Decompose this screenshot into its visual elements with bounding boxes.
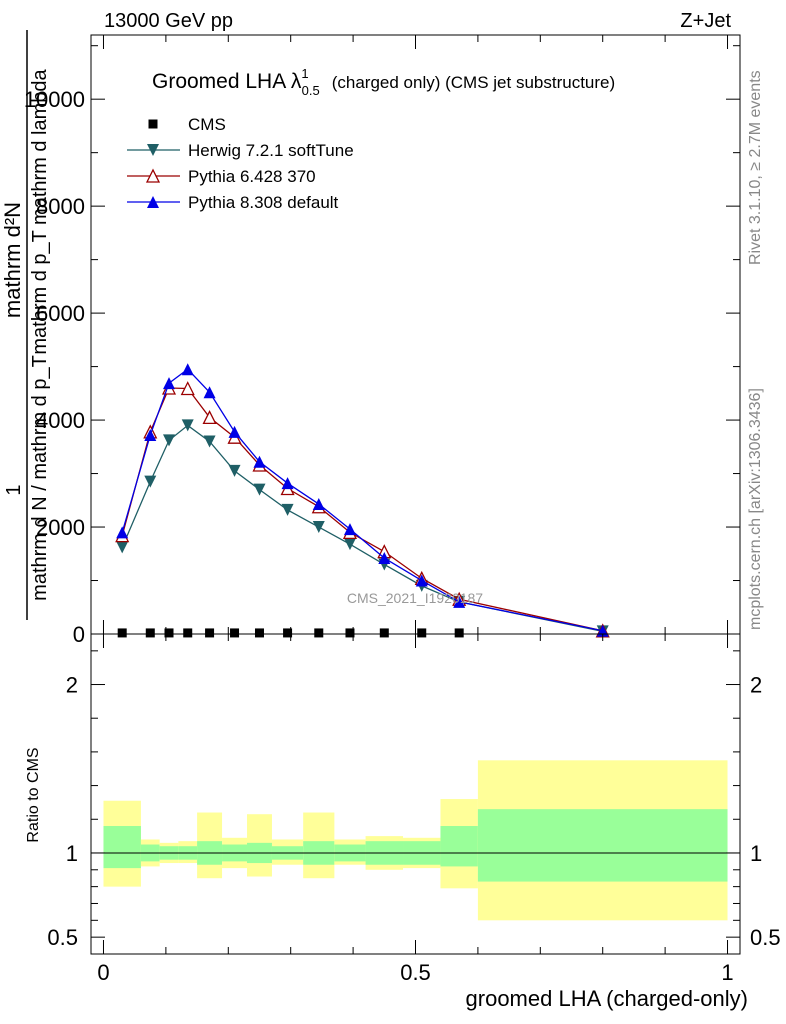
main-plot: 0 2000 4000 6000 8000 10000 CMS_2021_I1920187… (0, 30, 741, 647)
legend-marker (147, 144, 159, 156)
ratio-ytick-label-right: 0.5 (750, 925, 781, 950)
main-ytick-label: 0 (73, 622, 85, 647)
legend-label: Pythia 8.308 default (188, 193, 339, 212)
series-point-3 (144, 429, 157, 442)
legend-marker (147, 196, 159, 208)
series-point-2 (180, 381, 195, 396)
series-point-0 (205, 628, 215, 638)
series-point-0 (145, 628, 155, 638)
main-title-main: Groomed LHA λ (152, 70, 302, 93)
ylabel-bottom: mathrm d N / mathrm d p_T (29, 355, 51, 601)
series-point-3 (203, 386, 216, 399)
series-point-1 (116, 541, 129, 554)
main-ytick-label: 2000 (36, 515, 85, 540)
series-point-0 (117, 628, 127, 638)
header-right: Z+Jet (680, 10, 731, 32)
ratio-xtick-label: 0.5 (400, 960, 431, 985)
ratio-ytick-label-right: 2 (750, 673, 762, 698)
series-point-3 (228, 425, 241, 438)
series-point-0 (283, 628, 293, 638)
series-point-1 (181, 419, 194, 432)
ratio-ytick-label: 2 (66, 673, 78, 698)
series-point-0 (379, 628, 389, 638)
series-point-1 (281, 503, 294, 516)
ylabel-top-denominator: mathrm d p_T mathrm d lambda (29, 68, 51, 354)
series-point-0 (417, 628, 427, 638)
ylabel-top: mathrm d²N (0, 202, 25, 318)
legend-label: Herwig 7.2.1 softTune (188, 141, 354, 160)
series-point-0 (183, 628, 193, 638)
ratio-stat-band (103, 826, 141, 869)
ylabel-one: 1 (3, 484, 25, 495)
series-point-0 (254, 628, 264, 638)
series-point-0 (454, 628, 464, 638)
main-title-sup: 1 (301, 66, 308, 81)
series-point-1 (228, 464, 241, 477)
rivet-label: Rivet 3.1.10, ≥ 2.7M events (747, 70, 764, 265)
legend: CMS Herwig 7.2.1 softTune Pythia 6.428 370… (127, 115, 354, 212)
series-point-1 (312, 521, 325, 534)
series-point-3 (281, 477, 294, 490)
mcplots-label: mcplots.cern.ch [arXiv:1306.3436] (747, 388, 764, 630)
ratio-ytick-label: 1 (66, 841, 78, 866)
series-line-3 (121, 368, 603, 632)
main-ytick-label: 8000 (36, 194, 85, 219)
legend-marker (148, 119, 158, 129)
main-ytick-label: 4000 (36, 408, 85, 433)
series-point-3 (453, 595, 466, 608)
series-point-3 (378, 552, 391, 565)
ratio-ylabel: Ratio to CMS (25, 747, 42, 842)
main-title-rest: (charged only) (CMS jet substructure) (332, 73, 615, 92)
series-point-0 (164, 628, 174, 638)
series-point-0 (345, 628, 355, 638)
ratio-xlabel: groomed LHA (charged-only) (466, 986, 748, 1011)
legend-label: Pythia 6.428 370 (188, 167, 316, 186)
ratio-plot: 0.5 0.5 1 1 2 2 0 0.5 1 Ratio to CMS groomed LHA… (25, 633, 781, 1011)
ratio-stat-band (440, 826, 478, 867)
series-point-3 (163, 377, 176, 390)
legend-marker (145, 168, 161, 183)
series-point-1 (144, 475, 157, 488)
series-point-3 (343, 523, 356, 536)
ratio-xtick-label: 1 (721, 960, 733, 985)
main-ytick-label: 10000 (24, 87, 85, 112)
series-point-3 (312, 498, 325, 511)
series-point-3 (253, 455, 266, 468)
ratio-stat-band (477, 809, 728, 882)
series-point-3 (181, 363, 194, 376)
series-point-0 (314, 628, 324, 638)
main-ytick-label: 6000 (36, 301, 85, 326)
main-title: Groomed LHA λ1 0.5 (charged only) (CMS jet… (152, 66, 615, 98)
ratio-ytick-label: 0.5 (47, 925, 78, 950)
watermark: CMS_2021_I1920187 (347, 590, 483, 606)
series-point-3 (116, 526, 129, 539)
header-left: 13000 GeV pp (104, 10, 233, 32)
series-point-3 (415, 574, 428, 587)
series-point-2 (202, 409, 217, 425)
ratio-xtick-label: 0 (97, 960, 109, 985)
series-point-1 (253, 483, 266, 496)
main-title-sub: 0.5 (302, 83, 320, 98)
series-point-1 (343, 538, 356, 551)
series-point-1 (163, 434, 176, 447)
ratio-ytick-label-right: 1 (750, 841, 762, 866)
legend-label: CMS (188, 115, 226, 134)
series-point-1 (203, 435, 216, 448)
series-point-0 (230, 628, 240, 638)
